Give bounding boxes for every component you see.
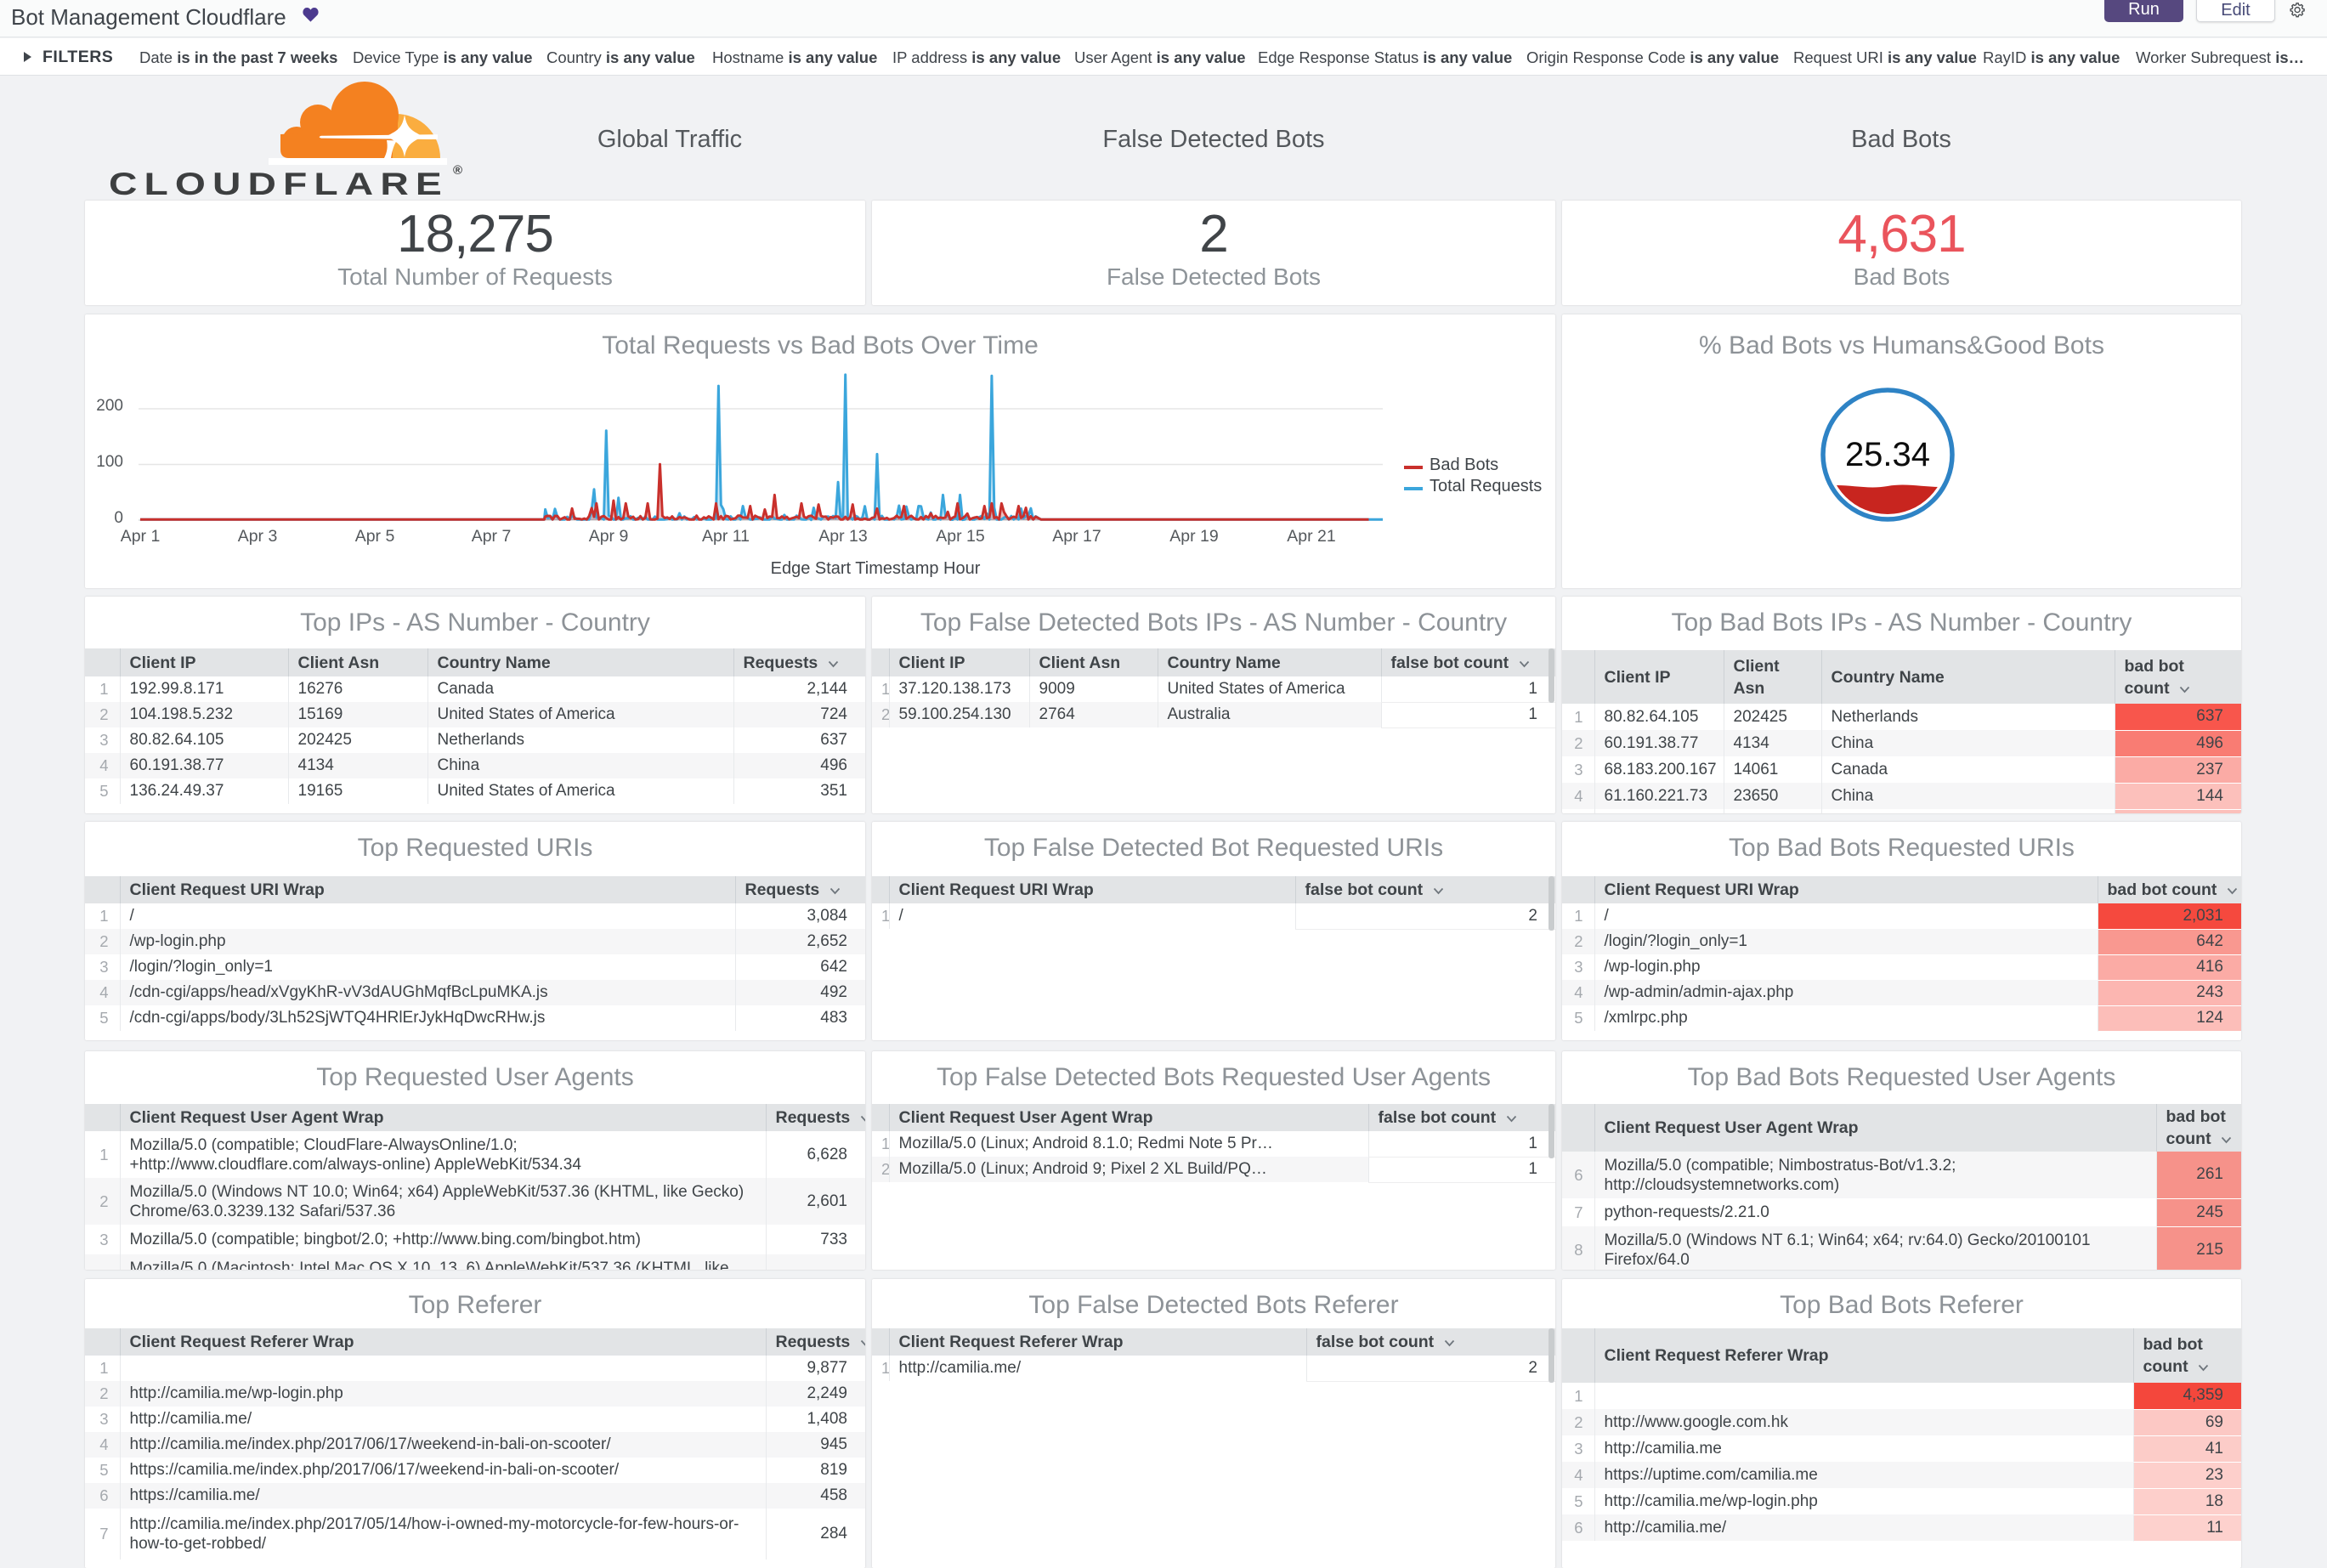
svg-text:25.34: 25.34 bbox=[1845, 436, 1930, 473]
